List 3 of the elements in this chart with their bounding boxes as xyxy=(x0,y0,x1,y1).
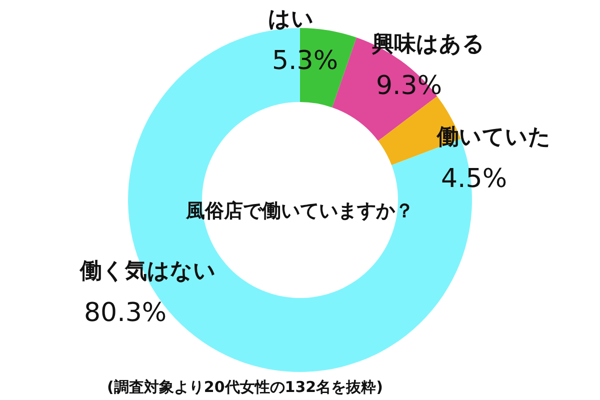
text: 風俗店で働いていますか？ xyxy=(185,200,414,222)
donut-slice xyxy=(378,96,461,166)
text: (調査対象より20代女性の132名を抜粋) xyxy=(107,378,383,396)
